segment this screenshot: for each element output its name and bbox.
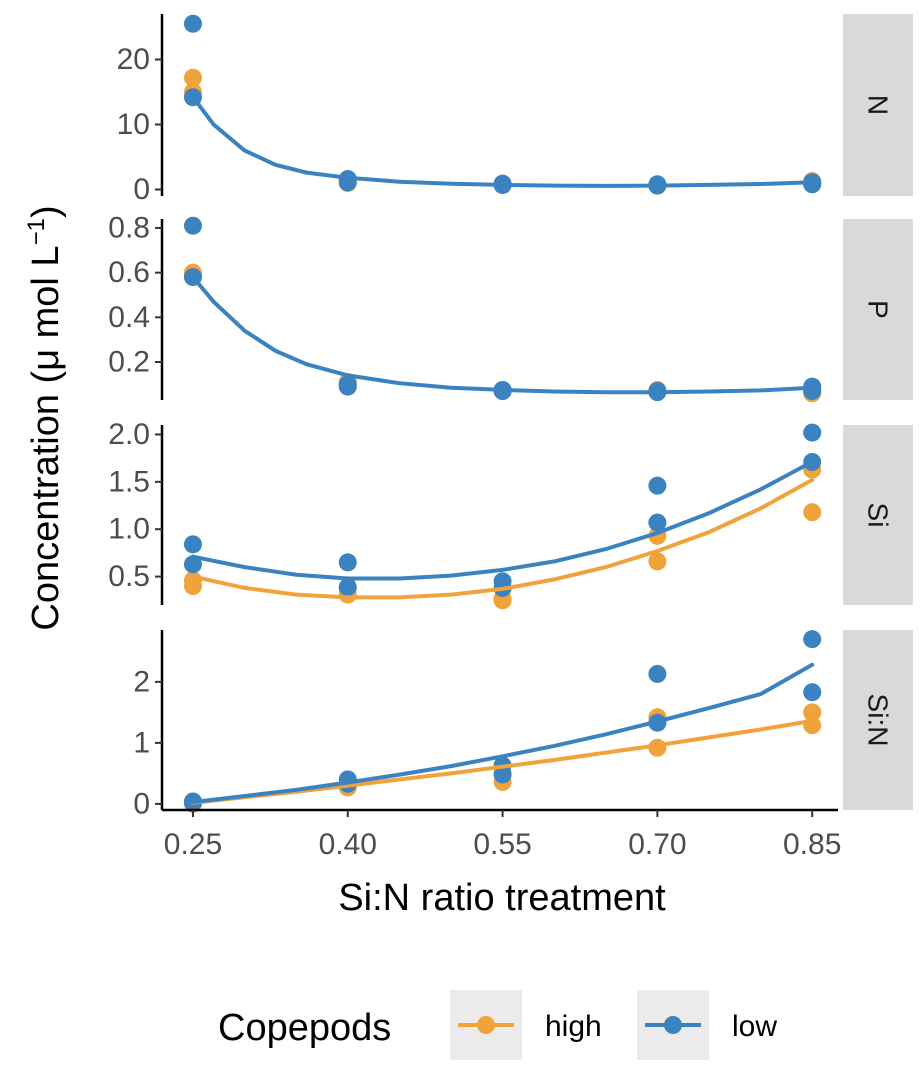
y-tick-label: 0.8 [108, 211, 150, 244]
fit-line-low [191, 275, 815, 395]
data-point-low [338, 553, 357, 572]
legend-label: low [732, 1010, 777, 1043]
legend-entry-high: high [450, 990, 602, 1060]
panels-layer: N 0 10 20 P 0.2 0.4 0.6 0.8 Si 0.5 1.0 1.5 2.0 Si:N 0 1 2 [108, 14, 913, 820]
fit-line-low [191, 459, 815, 581]
data-point-low [803, 382, 822, 401]
y-tick-label: 0.6 [108, 256, 150, 289]
y-tick-label: 1.0 [108, 513, 150, 546]
data-point-low [183, 14, 202, 33]
strip-background [843, 630, 913, 810]
data-point-high [803, 716, 822, 735]
y-axis-title: Concentration (μ mol L−1) [23, 205, 67, 630]
panel-p: P 0.2 0.4 0.6 0.8 [108, 211, 913, 403]
strip-label: Si [863, 503, 894, 528]
panel-si-n: Si:N 0 1 2 [133, 630, 913, 820]
x-tick-label: 0.55 [473, 828, 531, 861]
data-point-high [803, 503, 822, 522]
data-point-low [803, 423, 822, 442]
legend-key-point [664, 1016, 682, 1034]
fit-line-low [191, 95, 815, 188]
fit-line-high [191, 477, 815, 600]
data-point-low [183, 216, 202, 235]
data-point-high [183, 577, 202, 596]
y-axis-title-sup: −1 [23, 218, 50, 245]
data-point-low [803, 630, 822, 649]
y-tick-label: 0.4 [108, 301, 150, 334]
y-tick-label: 2.0 [108, 418, 150, 451]
y-tick-label: 1 [133, 726, 150, 759]
x-tick-label: 0.25 [164, 828, 222, 861]
legend: Copepods high low [218, 990, 777, 1060]
x-tick-label: 0.85 [783, 828, 841, 861]
data-point-low [338, 375, 357, 394]
data-point-low [648, 513, 667, 532]
fit-line-low [191, 662, 815, 805]
y-axis-title-main: Concentration (μ mol L [25, 245, 67, 630]
legend-title: Copepods [218, 1007, 391, 1049]
y-tick-label: 1.5 [108, 465, 150, 498]
x-axis-title: Si:N ratio treatment [338, 877, 666, 919]
data-point-high [183, 68, 202, 87]
data-point-low [648, 664, 667, 683]
y-tick-label: 2 [133, 665, 150, 698]
strip-background [843, 219, 913, 400]
y-tick-label: 0.2 [108, 346, 150, 379]
y-axis-title-close: ) [25, 205, 67, 218]
y-tick-label: 0.5 [108, 560, 150, 593]
y-tick-label: 0 [133, 173, 150, 206]
y-tick-label: 20 [117, 43, 150, 76]
x-axis: 0.25 0.40 0.55 0.70 0.85 [162, 808, 841, 861]
legend-entry-low: low [637, 990, 777, 1060]
y-tick-label: 10 [117, 108, 150, 141]
strip-background [843, 14, 913, 196]
data-point-high [648, 552, 667, 571]
panel-si: Si 0.5 1.0 1.5 2.0 [108, 418, 913, 610]
data-point-high [803, 703, 822, 722]
panel-n: N 0 10 20 [117, 14, 913, 206]
data-point-low [648, 476, 667, 495]
x-tick-label: 0.40 [319, 828, 377, 861]
strip-label: Si:N [863, 694, 894, 747]
strip-label: N [863, 95, 894, 115]
legend-label: high [545, 1010, 602, 1043]
x-tick-label: 0.70 [628, 828, 686, 861]
legend-key-point [477, 1016, 495, 1034]
data-point-low [803, 683, 822, 702]
data-point-low [338, 578, 357, 596]
y-tick-label: 0 [133, 787, 150, 820]
strip-label: P [863, 300, 894, 319]
strip-background [843, 425, 913, 605]
data-point-low [493, 765, 512, 784]
data-point-low [183, 555, 202, 574]
data-point-high [493, 591, 512, 610]
data-point-low [183, 535, 202, 554]
